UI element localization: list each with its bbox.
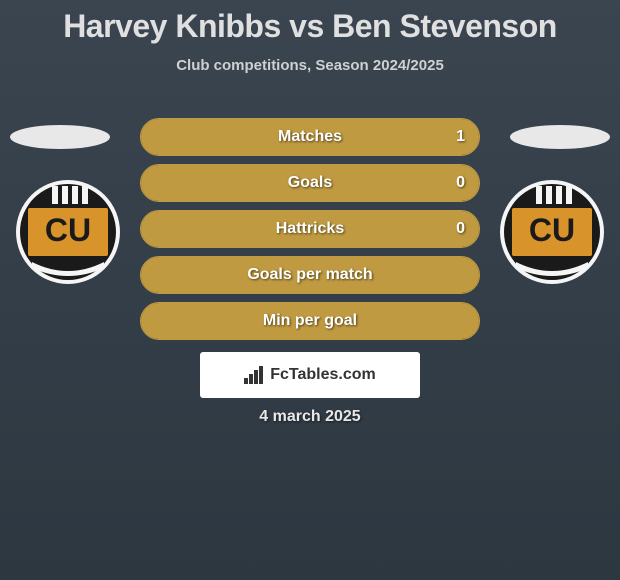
- stat-bar: Goals per match: [140, 256, 480, 294]
- attribution-badge[interactable]: FcTables.com: [200, 352, 420, 398]
- stat-label: Matches: [141, 119, 479, 155]
- stat-bar: Matches1: [140, 118, 480, 156]
- subtitle: Club competitions, Season 2024/2025: [0, 57, 620, 74]
- stat-bar: Goals0: [140, 164, 480, 202]
- stat-label: Hattricks: [141, 211, 479, 247]
- stat-bar: Hattricks0: [140, 210, 480, 248]
- svg-text:CU: CU: [529, 212, 575, 248]
- stat-value-right: 1: [456, 119, 465, 155]
- svg-text:CU: CU: [45, 212, 91, 248]
- chart-icon: [244, 366, 266, 384]
- club-badge-right: CU: [498, 178, 606, 286]
- stat-value-right: 0: [456, 165, 465, 201]
- stat-label: Min per goal: [141, 303, 479, 339]
- stat-label: Goals per match: [141, 257, 479, 293]
- stat-bar: Min per goal: [140, 302, 480, 340]
- club-crest-icon: CU: [14, 178, 122, 286]
- club-crest-icon: CU: [498, 178, 606, 286]
- player-photo-left: [10, 125, 110, 149]
- club-badge-left: CU: [14, 178, 122, 286]
- attribution-text: FcTables.com: [270, 366, 376, 384]
- player-photo-right: [510, 125, 610, 149]
- date-label: 4 march 2025: [0, 408, 620, 426]
- page-title: Harvey Knibbs vs Ben Stevenson: [0, 0, 620, 45]
- stats-column: Matches1Goals0Hattricks0Goals per matchM…: [140, 118, 480, 348]
- stat-value-right: 0: [456, 211, 465, 247]
- stat-label: Goals: [141, 165, 479, 201]
